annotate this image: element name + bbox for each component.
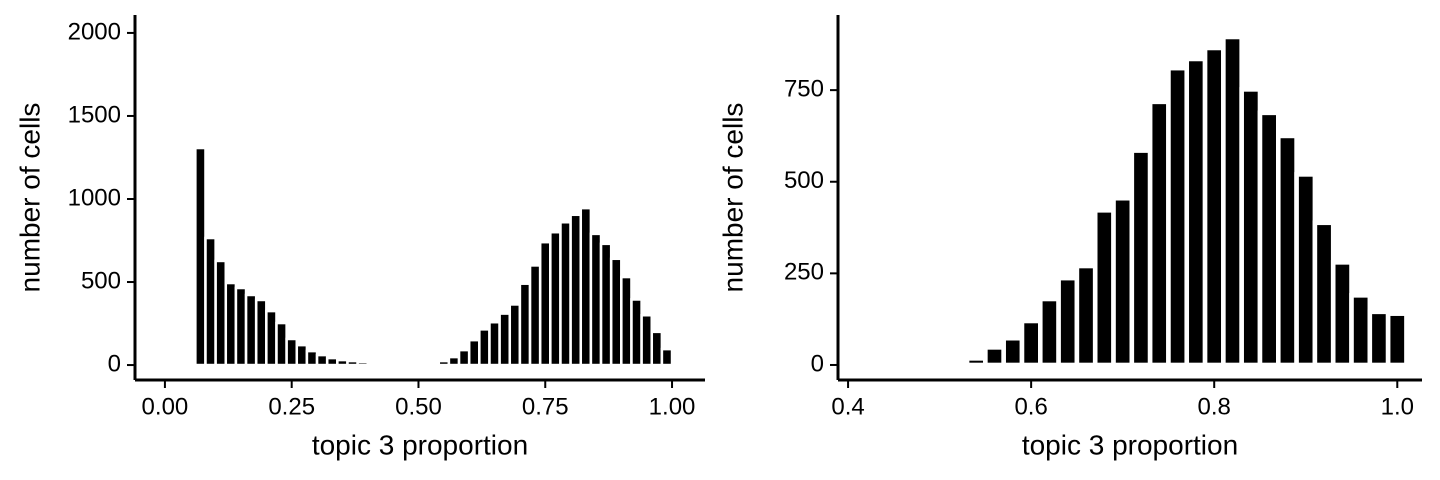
bar [1276,133,1299,368]
bar [559,220,572,367]
bar [325,356,339,367]
y-axis-label: number of cells [717,103,748,293]
bar [528,264,542,367]
bar [1074,263,1098,368]
bar [538,240,552,367]
y-tick-label: 0 [108,350,121,377]
bar [589,232,603,367]
bar [549,230,562,367]
bar [1385,311,1409,368]
bar [224,281,238,367]
x-tick-label: 0.50 [395,393,442,420]
bar [1294,172,1318,368]
bar [1257,110,1281,368]
bar [1056,275,1080,368]
bar [599,242,613,367]
bar [204,236,217,367]
bar [1111,195,1135,368]
bar [285,337,299,367]
bar [376,362,390,367]
bar [346,359,359,367]
bar [488,320,501,367]
x-tick-label: 1.0 [1381,393,1414,420]
bar [356,360,370,367]
x-axis-label: topic 3 proportion [312,429,528,460]
bar [366,361,380,367]
bar [467,338,481,367]
bar [650,330,664,367]
x-tick-label: 1.00 [649,393,696,420]
bar [640,313,654,367]
bar [1202,45,1226,368]
bar [1184,56,1208,368]
bar [295,343,309,367]
bar [1312,220,1336,368]
bar [1330,260,1354,368]
bar [1166,65,1190,368]
bar [315,353,329,367]
bar [1129,148,1153,368]
bar [1239,87,1263,368]
x-tick-label: 0.00 [142,393,189,420]
x-tick-label: 0.6 [1014,393,1047,420]
bar [457,348,471,367]
bar [305,349,319,367]
y-tick-label: 500 [784,167,824,194]
bar [518,282,532,367]
bar [946,359,970,368]
bar [1092,208,1116,368]
y-axis-label: number of cells [14,103,45,293]
bar [265,309,278,367]
bar [254,298,268,367]
bar [620,275,633,367]
bar [478,328,491,367]
bar [336,358,349,367]
bar [508,303,522,367]
bar [1221,34,1244,368]
y-tick-label: 750 [784,75,824,102]
bar [214,259,228,367]
bar [1367,309,1391,368]
bar [427,362,441,367]
bar [1019,318,1043,368]
y-tick-label: 500 [81,267,121,294]
bar [660,347,674,367]
bar [609,257,623,367]
x-axis-label: topic 3 proportion [1022,429,1238,460]
bar [983,345,1006,368]
bar [1349,293,1373,368]
y-tick-label: 1000 [68,184,121,211]
bar [569,213,583,367]
y-tick-label: 2000 [68,18,121,45]
bar [498,312,512,367]
y-tick-label: 250 [784,259,824,286]
x-tick-label: 0.4 [831,393,864,420]
bar [234,286,248,367]
bar [244,293,258,367]
x-tick-label: 0.8 [1198,393,1231,420]
y-tick-label: 0 [811,350,824,377]
bar [630,298,643,367]
bar [275,321,288,367]
bar [579,206,593,367]
x-tick-label: 0.75 [522,393,569,420]
y-tick-label: 1500 [68,101,121,128]
bar [1038,296,1061,368]
bar [1147,99,1171,368]
bar [194,146,207,367]
bar [1001,335,1025,368]
bar [964,356,988,368]
x-tick-label: 0.25 [268,393,315,420]
bar [437,359,451,367]
bar [447,355,461,367]
